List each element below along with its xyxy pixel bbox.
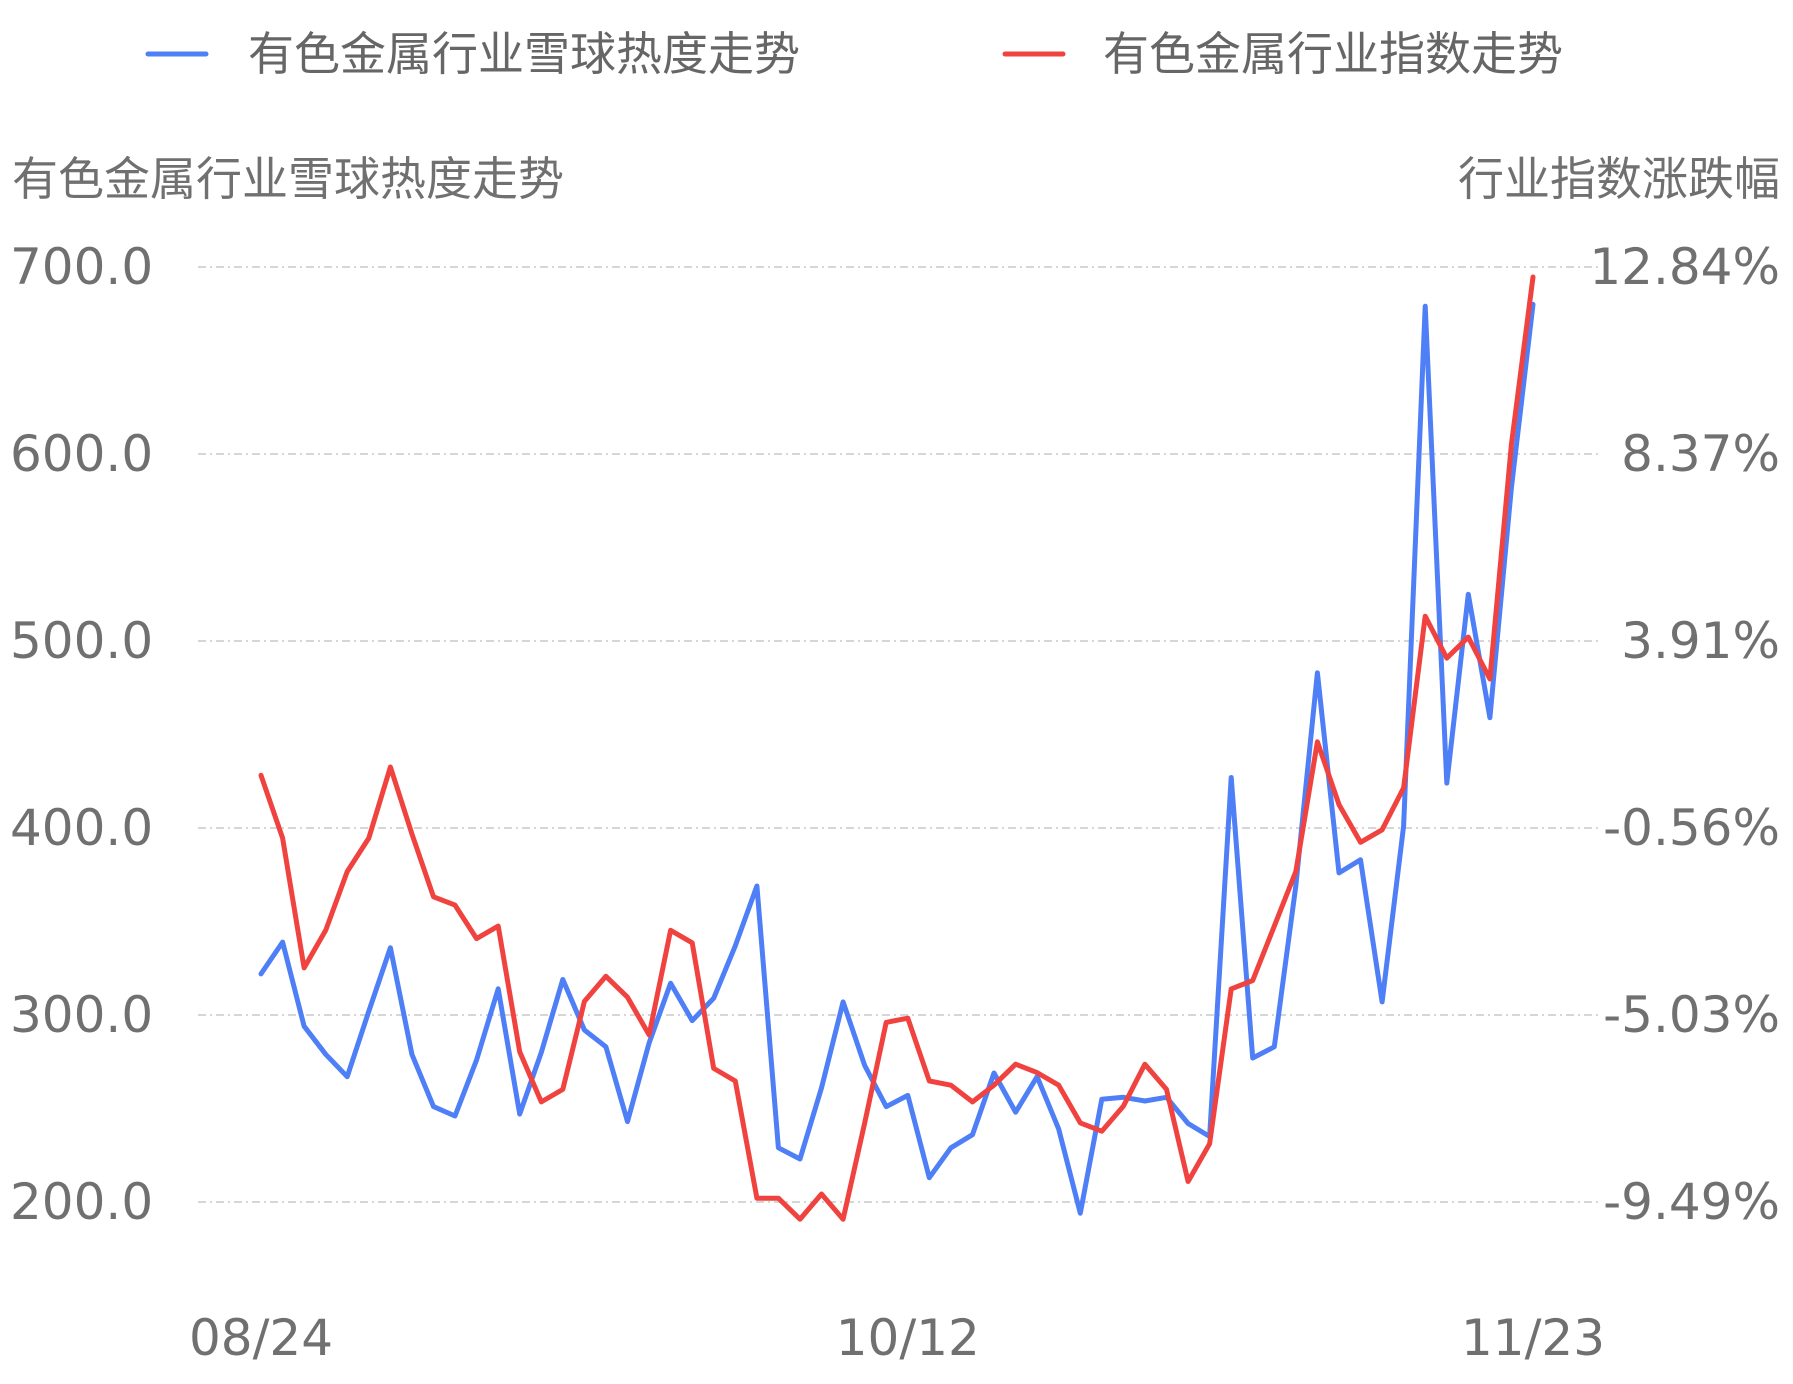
x-axis-ticks: 08/24 10/12 11/23 (189, 1309, 1605, 1367)
right-tick-label: -5.03% (1603, 986, 1780, 1044)
x-tick-label: 08/24 (189, 1309, 333, 1367)
legend-label-2[interactable]: 有色金属行业指数走势 (1103, 27, 1563, 81)
right-tick-label: 3.91% (1621, 612, 1780, 670)
grid (198, 266, 1598, 1203)
x-tick-label: 11/23 (1461, 1309, 1605, 1367)
heat-series-line[interactable] (258, 301, 1536, 1216)
right-tick-label: -9.49% (1603, 1173, 1780, 1231)
legend-label-1[interactable]: 有色金属行业雪球热度走势 (248, 27, 800, 81)
left-axis-ticks: 700.0 600.0 500.0 400.0 300.0 200.0 (10, 238, 153, 1231)
right-axis-title: 行业指数涨跌幅 (1458, 152, 1780, 206)
right-tick-label: 8.37% (1621, 425, 1780, 483)
x-tick-label: 10/12 (836, 1309, 980, 1367)
left-tick-label: 400.0 (10, 799, 153, 857)
left-axis-title: 有色金属行业雪球热度走势 (12, 152, 564, 206)
left-tick-label: 500.0 (10, 612, 153, 670)
legend: 有色金属行业雪球热度走势 有色金属行业指数走势 (145, 27, 1563, 81)
left-tick-label: 200.0 (10, 1173, 153, 1231)
right-axis-ticks: 12.84% 8.37% 3.91% -0.56% -5.03% -9.49% (1589, 238, 1780, 1231)
left-tick-label: 700.0 (10, 238, 153, 296)
right-tick-label: 12.84% (1589, 238, 1780, 296)
left-tick-label: 300.0 (10, 986, 153, 1044)
left-tick-label: 600.0 (10, 425, 153, 483)
right-tick-label: -0.56% (1603, 799, 1780, 857)
index-series-line[interactable] (258, 274, 1536, 1222)
series-lines (258, 274, 1536, 1222)
